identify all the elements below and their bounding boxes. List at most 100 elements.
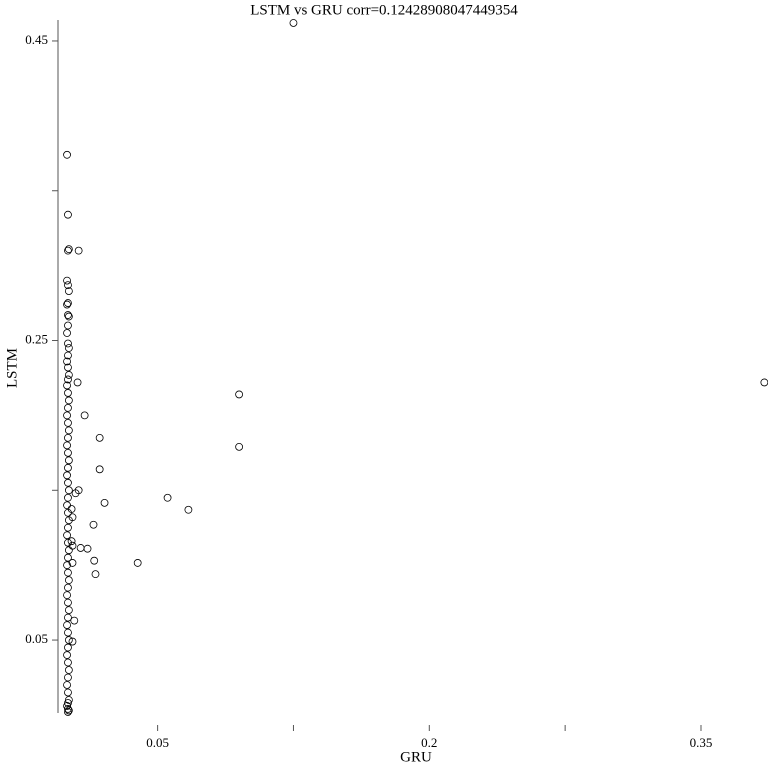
point <box>63 441 71 450</box>
point <box>63 357 71 366</box>
point <box>64 478 72 487</box>
point <box>64 486 73 495</box>
y-tick-label: 0.25 <box>25 331 48 346</box>
point <box>64 658 72 667</box>
point <box>67 505 76 513</box>
point <box>64 553 72 562</box>
y-tick-label: 0.05 <box>25 631 48 646</box>
point <box>68 637 77 646</box>
point <box>64 546 73 555</box>
point <box>63 561 71 570</box>
point <box>71 489 80 498</box>
point <box>64 433 72 442</box>
point <box>64 404 72 412</box>
point <box>100 498 109 507</box>
point <box>64 426 73 435</box>
point <box>63 591 71 600</box>
point <box>74 246 83 255</box>
point <box>64 344 73 352</box>
point <box>64 321 72 330</box>
y-tick-label: 0.45 <box>25 32 48 47</box>
point <box>64 371 73 379</box>
point <box>63 411 71 420</box>
point <box>64 448 72 457</box>
point <box>68 541 77 550</box>
point <box>235 442 244 451</box>
point <box>63 381 71 390</box>
x-tick-label: 0.05 <box>146 735 169 750</box>
point <box>64 311 72 319</box>
point <box>64 666 73 674</box>
point <box>64 523 72 532</box>
point <box>64 606 73 615</box>
point <box>68 513 77 522</box>
point <box>63 471 71 480</box>
point <box>64 287 73 295</box>
point <box>63 501 71 510</box>
point <box>63 621 71 629</box>
point <box>63 300 71 309</box>
x-tick-label: 0.2 <box>421 735 437 750</box>
point <box>64 363 72 372</box>
point <box>760 378 768 387</box>
x-tick-label: 0.35 <box>690 735 713 750</box>
point <box>133 559 142 567</box>
point <box>64 389 72 397</box>
point <box>91 570 100 579</box>
point <box>64 396 73 405</box>
point <box>64 246 72 255</box>
point <box>64 493 72 502</box>
point <box>64 568 72 577</box>
point <box>80 411 89 420</box>
point <box>64 688 72 697</box>
point <box>64 281 72 289</box>
chart-title: LSTM vs GRU corr=0.12428908047449354 <box>250 2 518 18</box>
point <box>64 708 72 716</box>
point <box>83 544 92 553</box>
point <box>64 643 72 652</box>
point <box>64 456 73 465</box>
point <box>64 312 73 321</box>
point <box>163 493 172 502</box>
point <box>64 598 72 607</box>
point <box>63 681 71 689</box>
point <box>64 636 73 644</box>
point <box>64 706 73 715</box>
point <box>73 378 82 387</box>
x-axis-label: GRU <box>400 749 432 765</box>
point <box>64 583 72 592</box>
point <box>235 390 244 399</box>
point <box>64 351 72 360</box>
point <box>64 463 72 472</box>
point <box>95 465 104 474</box>
point <box>63 531 71 540</box>
point <box>63 702 71 710</box>
point <box>184 505 193 514</box>
point <box>64 210 72 219</box>
point <box>64 538 72 547</box>
point <box>64 628 72 637</box>
point <box>64 375 72 384</box>
point <box>90 556 99 565</box>
point <box>64 418 72 427</box>
point <box>64 705 72 713</box>
point <box>95 433 104 442</box>
point <box>63 276 71 285</box>
point <box>63 150 71 159</box>
point <box>64 339 72 348</box>
point <box>63 651 71 659</box>
y-axis-label: LSTM <box>4 348 20 388</box>
point <box>70 616 79 625</box>
point <box>64 576 73 585</box>
point <box>64 245 73 254</box>
point <box>67 537 76 546</box>
point <box>64 613 72 622</box>
point <box>89 520 98 529</box>
point <box>64 673 72 682</box>
point <box>289 19 298 27</box>
point <box>76 544 85 552</box>
point <box>64 299 72 307</box>
point <box>64 699 72 707</box>
